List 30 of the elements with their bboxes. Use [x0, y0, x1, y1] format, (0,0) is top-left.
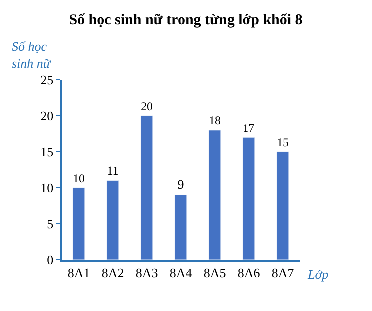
x-tick-label: 8A3	[136, 265, 158, 280]
bar	[140, 116, 154, 260]
data-label: 18	[209, 114, 221, 128]
data-label: 17	[243, 122, 255, 135]
y-tick-label: 5	[47, 216, 54, 232]
x-tick-label: 8A7	[272, 265, 295, 280]
y-tick-label: 25	[40, 72, 54, 88]
chart-title: Số học sinh nữ trong từng lớp khối 8	[69, 12, 303, 28]
x-tick-label: 8A4	[170, 265, 193, 280]
x-tick-label: 8A5	[204, 265, 226, 280]
y-tick-label: 0	[47, 252, 54, 268]
data-label: 15	[277, 135, 289, 150]
bar	[72, 188, 86, 260]
x-tick-label: 8A1	[68, 265, 90, 280]
bar	[208, 130, 222, 260]
x-axis-title: Lớp	[307, 267, 330, 282]
data-label: 10	[73, 171, 85, 186]
bar	[106, 180, 120, 260]
data-label: 9	[178, 177, 184, 192]
data-label: 20	[141, 99, 153, 114]
data-label: 11	[107, 164, 119, 178]
y-tick-label: 15	[40, 144, 54, 160]
bar	[174, 194, 188, 260]
y-axis-title: Số học sinh nữ	[12, 39, 52, 71]
x-tick-label: 8A2	[102, 265, 124, 280]
x-tick-label: 8A6	[238, 265, 261, 280]
bar	[276, 152, 290, 260]
bar	[242, 137, 256, 260]
y-tick-label: 10	[40, 180, 54, 196]
y-tick-label: 20	[40, 108, 54, 124]
